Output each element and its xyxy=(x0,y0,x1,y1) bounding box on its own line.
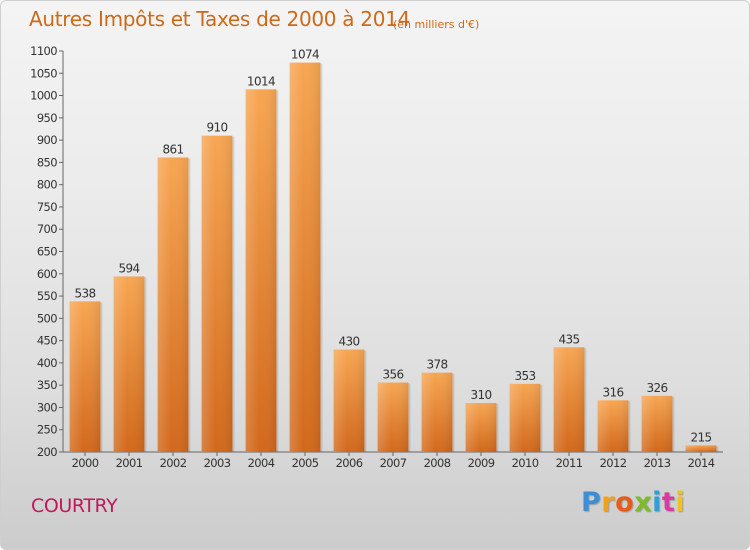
x-tick-label: 2001 xyxy=(116,456,143,470)
x-tick-label: 2010 xyxy=(512,456,539,470)
bar-shine xyxy=(421,372,453,452)
y-tick-label: 750 xyxy=(37,200,57,214)
data-label: 910 xyxy=(206,121,227,135)
y-tick-label: 550 xyxy=(37,289,57,303)
y-tick-label: 1000 xyxy=(30,89,57,103)
x-tick-label: 2003 xyxy=(204,456,231,470)
data-label: 353 xyxy=(514,369,535,383)
y-tick-label: 800 xyxy=(37,178,57,192)
proxiti-logo: Proxiti xyxy=(581,487,685,518)
logo-letter: r xyxy=(601,487,616,518)
y-tick-label: 450 xyxy=(37,334,57,348)
bar-layer xyxy=(69,62,719,453)
y-tick-label: 350 xyxy=(37,378,57,392)
y-tick-label: 250 xyxy=(37,423,57,437)
commune-name: COURTRY xyxy=(31,495,118,517)
x-tick-label: 2012 xyxy=(600,456,627,470)
y-tick-label: 400 xyxy=(37,356,57,370)
axis-layer: 200 250 300 350 400 450 500 550 600 650 700 750 800 8… xyxy=(30,44,723,459)
data-label: 435 xyxy=(558,332,579,346)
logo-letter: o xyxy=(615,487,635,518)
label-layer: 2000 538 2001 594 2002 861 2003 910 2004 1014 2005… xyxy=(72,48,716,470)
y-tick-label: 300 xyxy=(37,400,57,414)
data-label: 861 xyxy=(162,142,183,156)
data-label: 326 xyxy=(646,381,667,395)
data-label: 1014 xyxy=(247,74,275,88)
bar-shine xyxy=(553,347,585,452)
y-tick-label: 600 xyxy=(37,267,57,281)
logo-letter: x xyxy=(634,487,653,518)
bar-shine xyxy=(157,157,189,452)
bar-shine xyxy=(597,400,629,452)
x-tick-label: 2011 xyxy=(556,456,583,470)
bar-shine xyxy=(465,402,497,452)
x-tick-label: 2007 xyxy=(380,456,407,470)
y-tick-label: 500 xyxy=(37,311,57,325)
chart-title: Autres Impôts et Taxes de 2000 à 2014 xyxy=(29,7,410,31)
data-label: 215 xyxy=(690,430,711,444)
bar-shine xyxy=(509,383,541,452)
x-tick-label: 2013 xyxy=(644,456,671,470)
x-tick-label: 2014 xyxy=(688,456,715,470)
data-label: 594 xyxy=(118,261,139,275)
logo-letter: i xyxy=(675,487,686,518)
bar-shine xyxy=(685,445,717,452)
bar-shine xyxy=(201,135,233,452)
bar-shine xyxy=(377,382,409,452)
y-tick-label: 1100 xyxy=(30,44,57,58)
y-tick-label: 200 xyxy=(37,445,57,459)
y-tick-label: 1050 xyxy=(30,66,57,80)
x-tick-label: 2008 xyxy=(424,456,451,470)
bar-shine xyxy=(333,349,365,452)
y-tick-label: 900 xyxy=(37,133,57,147)
y-tick-label: 850 xyxy=(37,155,57,169)
y-tick-label: 950 xyxy=(37,111,57,125)
data-label: 310 xyxy=(470,388,491,402)
data-label: 430 xyxy=(338,335,359,349)
bar-shine xyxy=(245,89,277,452)
y-tick-label: 700 xyxy=(37,222,57,236)
data-label: 1074 xyxy=(291,48,319,62)
x-tick-label: 2002 xyxy=(160,456,187,470)
logo-letter: i xyxy=(652,487,662,518)
x-tick-label: 2000 xyxy=(72,456,99,470)
logo-letter: P xyxy=(581,487,602,518)
bar-shine xyxy=(113,276,145,452)
data-label: 538 xyxy=(74,286,95,300)
data-label: 378 xyxy=(426,358,447,372)
x-tick-label: 2005 xyxy=(292,456,319,470)
y-tick-label: 650 xyxy=(37,245,57,259)
x-tick-label: 2009 xyxy=(468,456,495,470)
bar-shine xyxy=(289,62,321,453)
logo-letter: t xyxy=(661,487,676,518)
x-tick-label: 2004 xyxy=(248,456,275,470)
bar-shine xyxy=(69,301,101,452)
bar-shine xyxy=(641,395,673,452)
data-label: 316 xyxy=(602,385,623,399)
x-tick-label: 2006 xyxy=(336,456,363,470)
data-label: 356 xyxy=(382,367,403,381)
chart-subtitle: (en milliers d'€) xyxy=(393,18,480,31)
